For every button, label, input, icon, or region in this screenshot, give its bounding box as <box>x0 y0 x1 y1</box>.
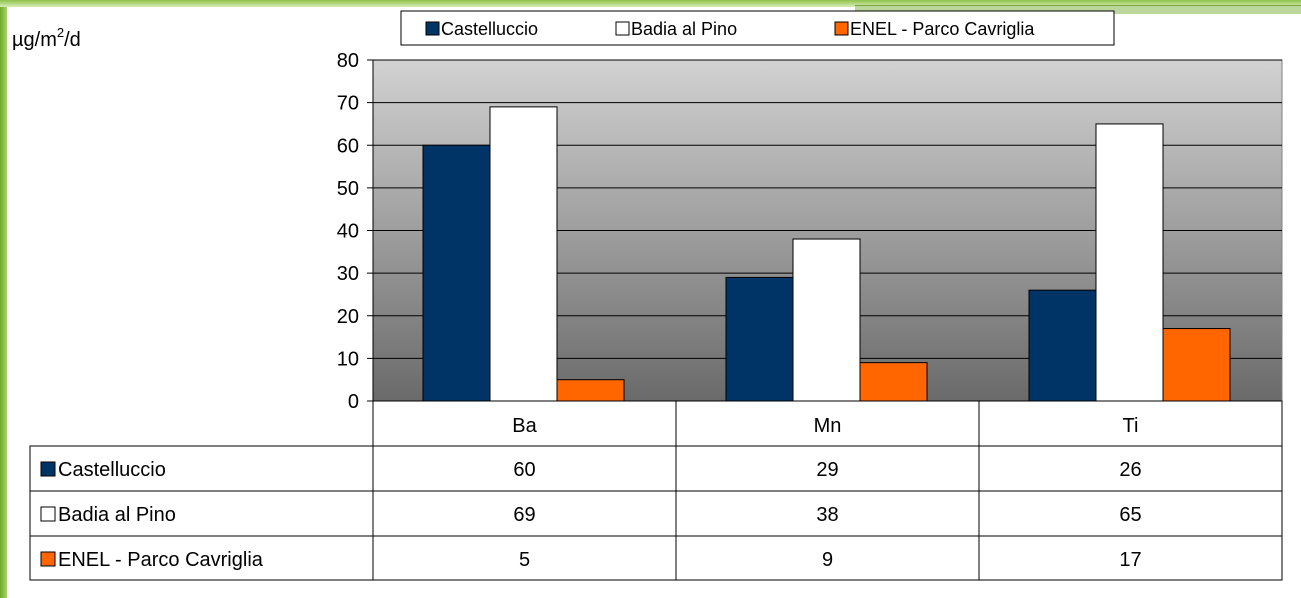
table-cell-value: 65 <box>1119 504 1141 526</box>
y-tick-label: 20 <box>337 306 359 328</box>
table-row <box>29 490 1283 537</box>
y-tick-label: 70 <box>337 93 359 115</box>
legend-key <box>615 21 630 36</box>
bar-badia-al-pino-ti <box>1095 123 1164 402</box>
y-tick-label: 30 <box>337 263 359 285</box>
legend-label: Castelluccio <box>441 19 538 39</box>
y-tick-label: 10 <box>337 348 359 370</box>
bar-castelluccio-ti <box>1028 289 1097 402</box>
legend-label: Badia al Pino <box>631 19 737 39</box>
table-cell-value: 60 <box>513 459 535 481</box>
legend: Castelluccio Badia al Pino ENEL - Parco Ca… <box>400 10 1115 46</box>
legend-key <box>834 21 849 36</box>
bar-castelluccio-mn <box>725 276 794 402</box>
slide-left-border <box>0 0 7 598</box>
y-tick-label: 40 <box>337 221 359 243</box>
y-tick-label: 50 <box>337 178 359 200</box>
y-axis-ticks: 80 70 60 50 40 30 20 10 0 <box>337 50 373 413</box>
legend-label: ENEL - Parco Cavriglia <box>850 19 1035 39</box>
table-row <box>29 535 1283 581</box>
slide-top-band <box>855 5 1301 14</box>
table-cell-value: 9 <box>822 549 833 571</box>
y-axis-unit-label: µg/m2/d <box>12 25 81 51</box>
table-cell-value: 38 <box>816 504 838 526</box>
table-legend-key <box>40 461 56 477</box>
table-cell-value: 17 <box>1119 549 1141 571</box>
x-category-label: Ti <box>1123 415 1139 437</box>
table-row-label: ENEL - Parco Cavriglia <box>58 549 264 571</box>
legend-box <box>400 10 1115 46</box>
data-table: Ba Mn Ti Castelluccio 60 29 26 Badia al Pino 69 3… <box>29 400 1283 581</box>
bar-enel-parco-cavriglia-ti <box>1162 328 1231 402</box>
bar-badia-al-pino-ba <box>489 106 558 402</box>
y-tick-label: 60 <box>337 135 359 157</box>
table-cell-value: 5 <box>519 549 530 571</box>
bar-castelluccio-ba <box>422 144 491 402</box>
legend-key <box>425 21 440 36</box>
x-category-label: Mn <box>814 415 842 437</box>
bar-enel-parco-cavriglia-ba <box>556 379 625 402</box>
bars <box>422 106 1231 402</box>
table-row <box>29 445 1283 492</box>
table-cell-value: 29 <box>816 459 838 481</box>
bar-enel-parco-cavriglia-mn <box>859 362 928 402</box>
table-cell-value: 26 <box>1119 459 1141 481</box>
table-cell-value: 69 <box>513 504 535 526</box>
y-tick-label: 0 <box>348 391 359 413</box>
table-row-label: Castelluccio <box>58 459 166 481</box>
x-category-label: Ba <box>512 415 537 437</box>
table-row-label: Badia al Pino <box>58 504 176 526</box>
slide-top-border <box>0 0 1301 7</box>
table-legend-key <box>40 506 56 522</box>
table-legend-key <box>40 551 56 567</box>
bar-badia-al-pino-mn <box>792 238 861 402</box>
y-tick-label: 80 <box>337 50 359 72</box>
